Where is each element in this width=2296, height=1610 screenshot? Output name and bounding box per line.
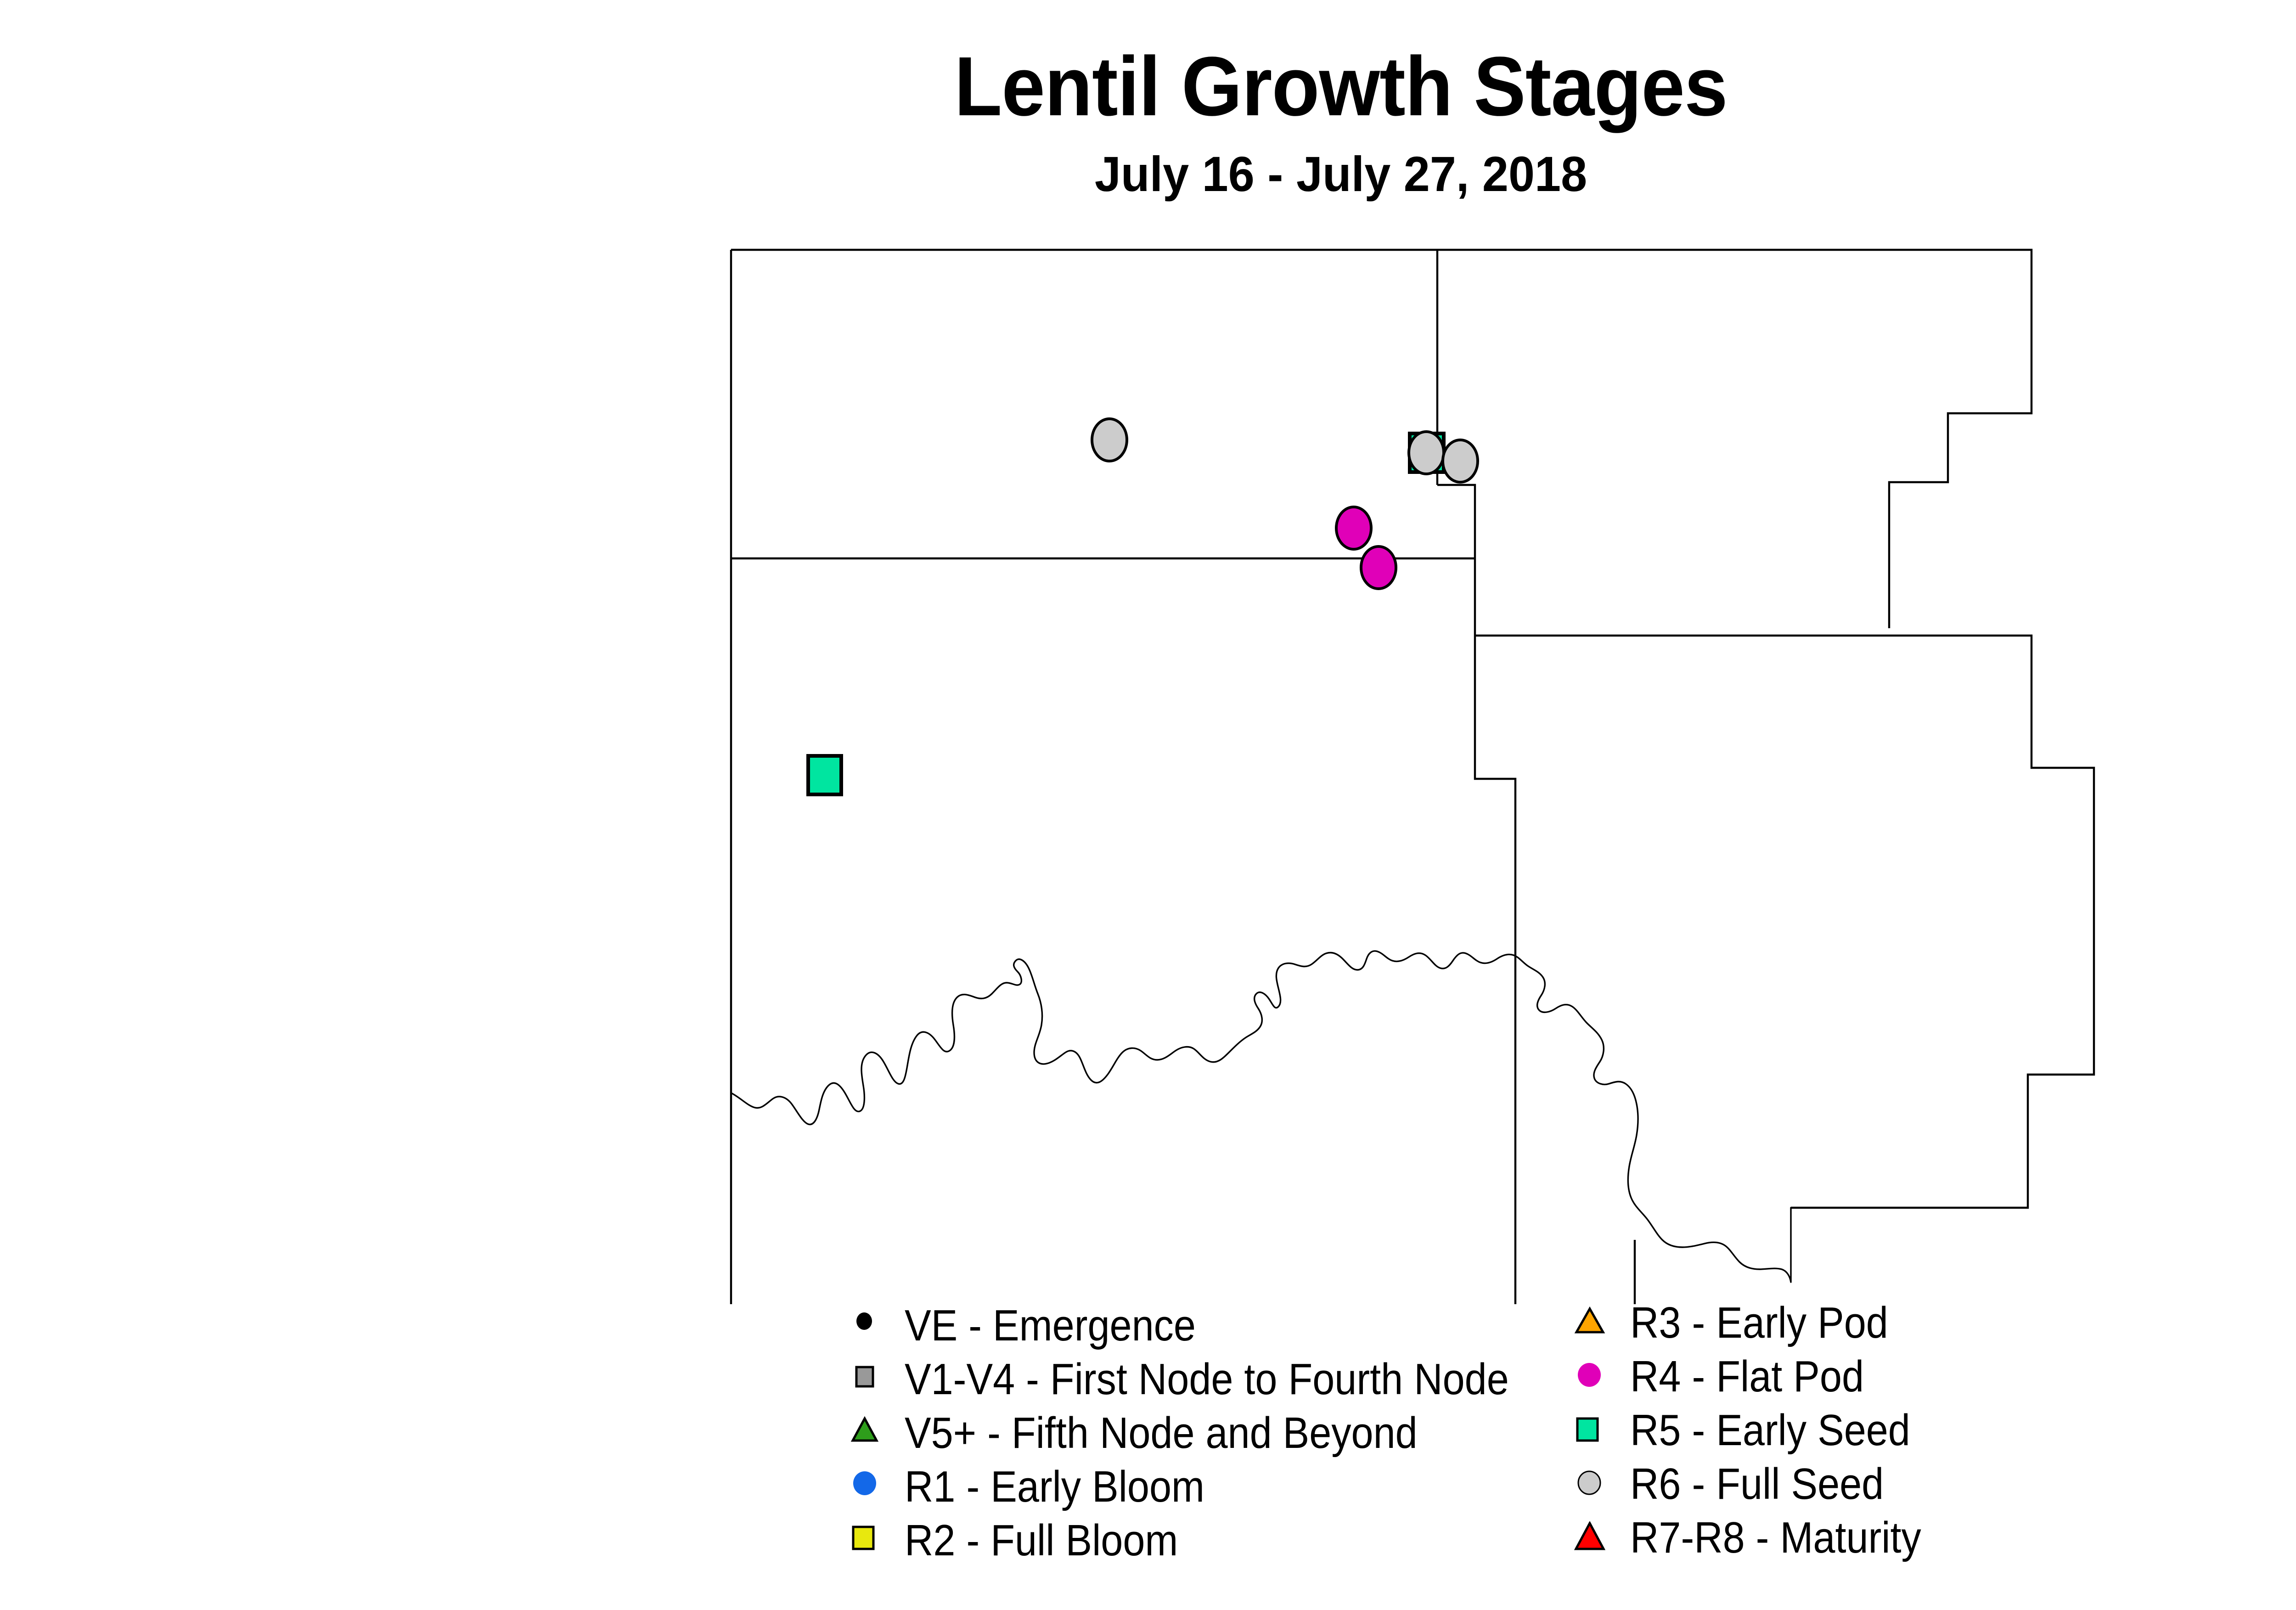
county-map bbox=[730, 248, 2095, 1304]
marker-r4-upper[interactable] bbox=[1335, 506, 1373, 551]
gray-square-marker-icon bbox=[845, 1360, 895, 1414]
marker-r6-cluster-b[interactable] bbox=[1441, 439, 1479, 484]
legend-column-left: VE - Emergence V1-V4 - First Node to Fou… bbox=[845, 1301, 1534, 1575]
marker-layer bbox=[806, 417, 1479, 796]
springgreen-square-marker-icon bbox=[1570, 1414, 1621, 1468]
marker-r6-cluster-a[interactable] bbox=[1407, 430, 1445, 475]
marker-r4-lower[interactable] bbox=[1360, 545, 1397, 590]
green-triangle-marker-icon bbox=[845, 1414, 895, 1468]
legend-column-right: R3 - Early Pod R4 - Flat Pod R5 - Early … bbox=[1570, 1301, 2259, 1575]
blue-circle-marker-icon bbox=[845, 1468, 895, 1521]
legend-label-r2: R2 - Full Bloom bbox=[905, 1516, 1178, 1565]
lightgray-circle-marker-icon bbox=[1570, 1468, 1621, 1521]
legend-item-ve[interactable]: VE - Emergence bbox=[845, 1301, 1534, 1360]
legend-label-r4: R4 - Flat Pod bbox=[1630, 1352, 1864, 1401]
legend-item-r6[interactable]: R6 - Full Seed bbox=[1570, 1462, 2259, 1521]
marker-r6-nw[interactable] bbox=[1091, 417, 1128, 462]
legend-label-r5: R5 - Early Seed bbox=[1630, 1406, 1910, 1455]
legend-item-r3[interactable]: R3 - Early Pod bbox=[1570, 1301, 2259, 1360]
map-panel bbox=[716, 239, 2103, 1304]
page-title: Lentil Growth Stages bbox=[954, 39, 1728, 133]
page-subtitle: July 16 - July 27, 2018 bbox=[1094, 146, 1587, 202]
marker-r5-west[interactable] bbox=[806, 754, 843, 796]
small-black-circle-marker-icon bbox=[845, 1306, 895, 1360]
legend-label-ve: VE - Emergence bbox=[905, 1301, 1196, 1350]
legend-label-v1v4: V1-V4 - First Node to Fourth Node bbox=[905, 1355, 1509, 1404]
title-block: Lentil Growth Stages July 16 - July 27, … bbox=[0, 44, 2296, 199]
yellow-square-marker-icon bbox=[845, 1521, 895, 1575]
map-outline bbox=[730, 248, 2095, 1209]
river-boundary bbox=[730, 950, 1792, 1283]
legend-item-r1[interactable]: R1 - Early Bloom bbox=[845, 1462, 1534, 1521]
legend-item-r5[interactable]: R5 - Early Seed bbox=[1570, 1408, 2259, 1468]
legend-item-r7r8[interactable]: R7-R8 - Maturity bbox=[1570, 1516, 2259, 1575]
legend-label-r7r8: R7-R8 - Maturity bbox=[1630, 1513, 1921, 1562]
orange-triangle-marker-icon bbox=[1570, 1306, 1621, 1360]
magenta-circle-marker-icon bbox=[1570, 1360, 1621, 1414]
legend-item-v1v4[interactable]: V1-V4 - First Node to Fourth Node bbox=[845, 1355, 1534, 1414]
map-outline-lower bbox=[730, 958, 1636, 1304]
legend-label-v5plus: V5+ - Fifth Node and Beyond bbox=[905, 1408, 1418, 1458]
legend-label-r3: R3 - Early Pod bbox=[1630, 1298, 1888, 1347]
legend-label-r1: R1 - Early Bloom bbox=[905, 1462, 1204, 1511]
red-triangle-marker-icon bbox=[1570, 1521, 1621, 1575]
legend: VE - Emergence V1-V4 - First Node to Fou… bbox=[845, 1301, 2296, 1591]
legend-item-r2[interactable]: R2 - Full Bloom bbox=[845, 1516, 1534, 1575]
legend-label-r6: R6 - Full Seed bbox=[1630, 1459, 1884, 1509]
legend-item-v5plus[interactable]: V5+ - Fifth Node and Beyond bbox=[845, 1408, 1534, 1468]
legend-item-r4[interactable]: R4 - Flat Pod bbox=[1570, 1355, 2259, 1414]
